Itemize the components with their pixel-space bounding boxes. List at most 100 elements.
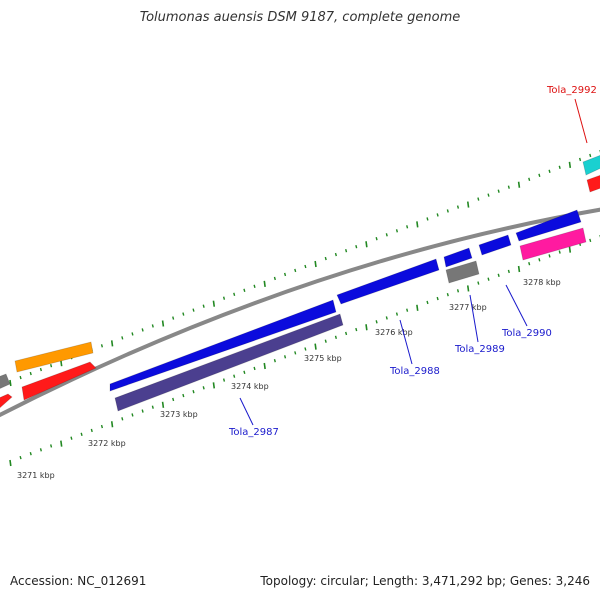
tick-mark	[578, 157, 582, 162]
tick-mark	[202, 304, 205, 308]
tick-mark	[365, 324, 368, 331]
tick-mark	[324, 339, 327, 343]
tick-mark	[568, 246, 572, 253]
tick-mark	[233, 292, 236, 296]
tick-mark	[19, 455, 22, 460]
gene-label-tola-2989-leader	[469, 294, 479, 343]
tick-mark	[406, 225, 409, 229]
tick-mark	[50, 444, 53, 448]
tick-mark	[456, 205, 460, 209]
gene-cyan-tola-2992[interactable]	[582, 154, 600, 176]
tick-mark	[192, 389, 195, 394]
gene-tola-2987-purple[interactable]	[114, 313, 344, 412]
tick-mark	[243, 288, 246, 292]
backbone-line	[0, 207, 600, 418]
tick-mark	[182, 312, 185, 316]
gene-label-tola-2987[interactable]: Tola_2987	[228, 427, 279, 438]
tick-mark	[314, 343, 317, 350]
tick-mark	[558, 250, 561, 254]
gene-red-left-b[interactable]	[21, 361, 97, 401]
tick-mark	[436, 296, 439, 301]
tick-mark	[497, 273, 500, 277]
tick-mark	[192, 308, 195, 312]
tick-mark	[558, 165, 561, 170]
gene-tola-2989-blue[interactable]	[443, 247, 473, 268]
tick-mark	[385, 233, 388, 237]
tick-mark	[456, 289, 460, 293]
tick-mark	[39, 367, 42, 372]
tick-mark	[70, 436, 73, 440]
gene-label-tola-2989[interactable]: Tola_2989	[454, 344, 505, 355]
tick-mark	[538, 173, 541, 177]
tick-mark	[222, 378, 226, 382]
tick-mark	[283, 355, 287, 359]
tick-mark	[568, 161, 572, 169]
tick-mark	[345, 331, 348, 336]
tick-row-upper	[9, 150, 600, 387]
tick-mark	[60, 360, 63, 367]
tick-mark	[466, 285, 470, 292]
gene-red-right[interactable]	[586, 174, 600, 193]
gene-label-tola-2987-leader	[239, 397, 254, 426]
tick-mark	[90, 428, 93, 433]
tick-mark	[466, 201, 470, 208]
tick-mark	[436, 213, 439, 217]
tick-mark	[416, 304, 419, 311]
tick-mark	[304, 264, 307, 269]
tick-mark	[528, 177, 531, 181]
tick-mark	[263, 280, 266, 287]
tick-mark	[39, 448, 42, 452]
tick-mark	[110, 421, 114, 428]
tick-mark	[334, 252, 337, 257]
tick-row-lower	[9, 235, 600, 467]
tick-mark	[172, 316, 175, 320]
tick-mark	[29, 371, 32, 376]
tick-mark	[121, 417, 124, 421]
tick-mark	[355, 327, 358, 332]
gene-label-tola-2990-leader	[505, 284, 528, 327]
tick-mark	[477, 197, 480, 201]
kbp-tick-label: 3273 kbp	[160, 410, 198, 419]
tick-mark	[110, 340, 114, 347]
tick-mark	[426, 217, 429, 221]
gene-label-tola-2988[interactable]: Tola_2988	[389, 366, 440, 377]
tick-mark	[375, 320, 378, 324]
tick-mark	[121, 336, 124, 340]
gene-label-tola-2992[interactable]: Tola_2992	[546, 85, 597, 96]
gene-tola-2988-blue-b[interactable]	[336, 258, 440, 305]
topology-text: Topology: circular; Length: 3,471,292 bp…	[260, 574, 590, 588]
tick-mark	[375, 237, 378, 241]
tick-mark	[141, 328, 144, 332]
page-title: Tolumonas auensis DSM 9187, complete gen…	[139, 10, 461, 25]
tick-mark	[131, 332, 134, 336]
gene-orange[interactable]	[14, 341, 94, 373]
tick-mark	[273, 358, 276, 363]
tick-mark	[426, 300, 429, 305]
gene-magenta[interactable]	[519, 227, 587, 261]
gene-gray-left[interactable]	[0, 373, 11, 393]
gene-tola-2988-blue[interactable]	[109, 299, 337, 392]
tick-mark	[345, 248, 348, 253]
gene-label-tola-2990[interactable]: Tola_2990	[501, 328, 552, 339]
tick-mark	[487, 277, 490, 281]
gene-tola-2990-blue[interactable]	[478, 234, 512, 256]
tick-mark	[507, 185, 510, 189]
gene-label-tola-2992-leader	[574, 98, 588, 144]
tick-mark	[182, 393, 185, 398]
gene-red-left-a[interactable]	[0, 393, 13, 413]
gene-blue-right[interactable]	[515, 209, 582, 242]
gene-label-tola-2988-leader	[399, 319, 413, 365]
tick-mark	[161, 320, 165, 327]
tick-mark	[29, 452, 32, 456]
tick-mark	[294, 351, 297, 355]
tick-mark	[416, 221, 419, 228]
tick-mark	[304, 347, 307, 351]
kbp-tick-label: 3274 kbp	[231, 382, 269, 391]
tick-mark	[324, 256, 327, 261]
tick-mark	[589, 238, 592, 243]
tick-mark	[314, 260, 317, 268]
tick-mark	[100, 424, 104, 429]
tick-mark	[548, 254, 551, 258]
gene-tola-2989-gray[interactable]	[445, 260, 480, 284]
